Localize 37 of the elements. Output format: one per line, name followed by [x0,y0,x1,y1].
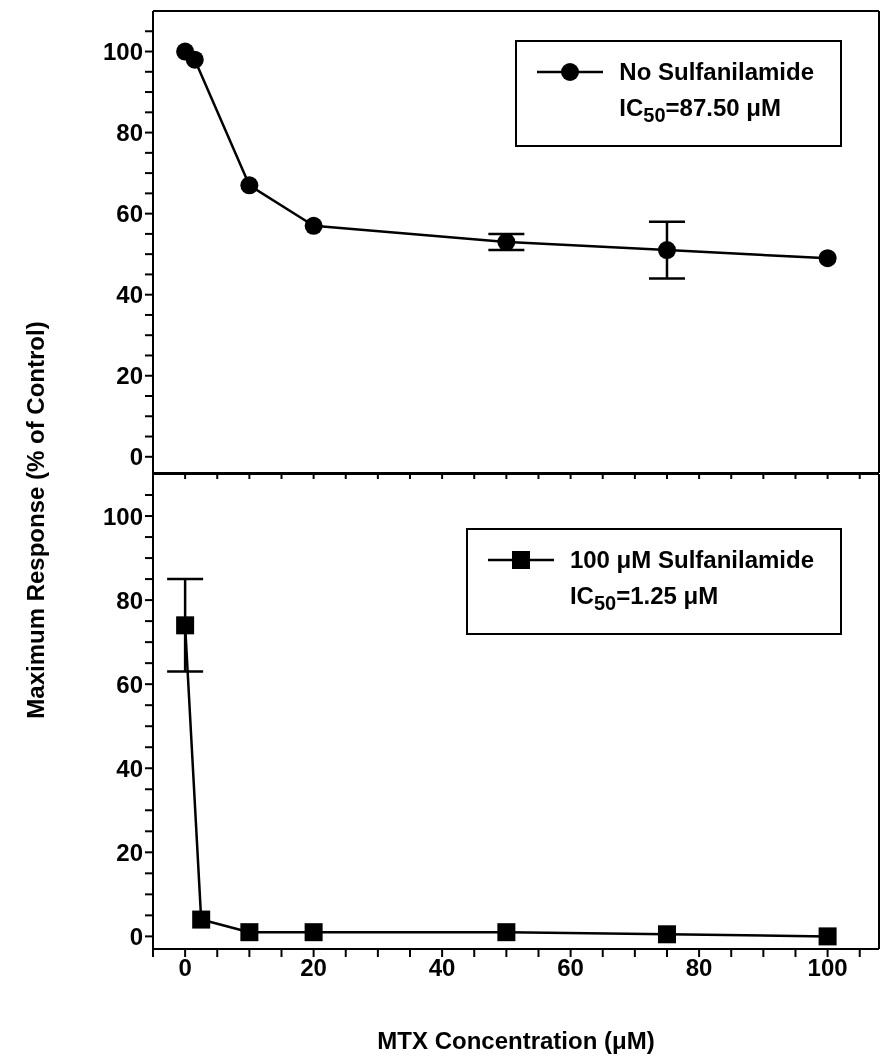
point [497,233,516,251]
x-tick-label: 20 [300,954,327,982]
point [657,925,676,944]
point [818,927,837,946]
legend-label: 100 μM Sulfanilamide [569,545,814,575]
x-tick-label: 60 [557,954,584,982]
y-tick-label: 20 [116,838,143,866]
point [657,241,676,260]
x-tick-label: 80 [685,954,713,982]
y-tick-label: 60 [116,670,143,698]
x-tick-label: 0 [178,954,192,982]
x-tick-label: 100 [807,954,848,982]
point [497,923,516,942]
x-tick-label: 40 [428,954,456,982]
y-tick-label: 0 [129,443,143,471]
y-tick-label: 40 [116,754,143,782]
point [240,176,259,195]
point [818,249,837,268]
y-tick-label: 0 [129,922,143,950]
point [185,50,204,69]
y-tick-label: 40 [116,281,143,309]
y-axis-title: Maximum Response (% of Control) [22,321,50,719]
point [240,923,259,942]
annotation: IC$_{50}$=87.50 μM [619,93,782,128]
legend-label: No Sulfanilamide [619,57,814,87]
point [304,216,323,235]
point [176,616,195,635]
point [192,910,211,929]
point [304,923,323,942]
y-tick-label: 100 [102,502,143,530]
y-tick-label: 100 [102,38,143,66]
y-tick-label: 80 [116,119,143,147]
x-axis-title: MTX Concentration (μM) [377,1027,655,1054]
y-tick-label: 60 [116,200,143,228]
y-tick-label: 80 [116,586,143,614]
y-tick-label: 20 [116,362,143,390]
annotation: IC$_{50}$=1.25 μM [569,581,720,616]
